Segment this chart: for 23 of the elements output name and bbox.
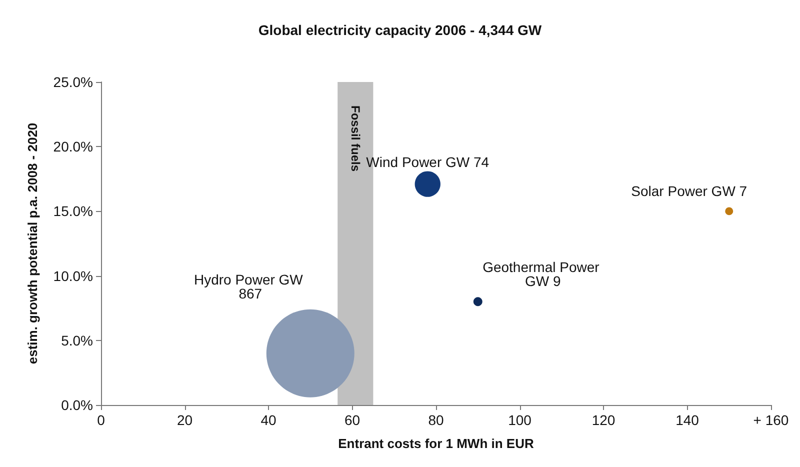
x-tick-label: 80: [428, 412, 444, 428]
x-tick-label: 60: [344, 412, 360, 428]
x-tick-label: 20: [176, 412, 193, 428]
y-tick-label: 15.0%: [53, 203, 93, 220]
chart-title: Global electricity capacity 2006 - 4,344 GW: [258, 22, 542, 38]
series-label: Solar Power GW 7: [631, 183, 748, 200]
y-tick-label: 5.0%: [61, 332, 93, 348]
y-tick-label: 0.0%: [61, 397, 93, 413]
x-tick-label: 140: [676, 412, 700, 428]
x-tick-label: 120: [592, 412, 616, 428]
x-axis-title: Entrant costs for 1 MWh in EUR: [338, 436, 534, 451]
y-axis-title: estim. growth potential p.a. 2008 - 2020: [25, 122, 40, 364]
x-tick-label: 100: [508, 412, 532, 428]
series-label: Wind Power GW 74: [366, 154, 490, 170]
x-tick-label: 40: [260, 412, 276, 428]
x-tick-label: 0: [97, 412, 106, 428]
y-tick-label: 10.0%: [53, 268, 93, 284]
x-tick-label: + 160: [753, 412, 789, 428]
series-label: Geothermal Power GW 9: [482, 259, 604, 290]
series-label: Hydro Power GW 867: [194, 271, 307, 302]
band-label: Fossil fuels: [348, 105, 362, 172]
y-tick-label: 25.0%: [53, 74, 93, 90]
y-tick-label: 20.0%: [53, 138, 93, 155]
